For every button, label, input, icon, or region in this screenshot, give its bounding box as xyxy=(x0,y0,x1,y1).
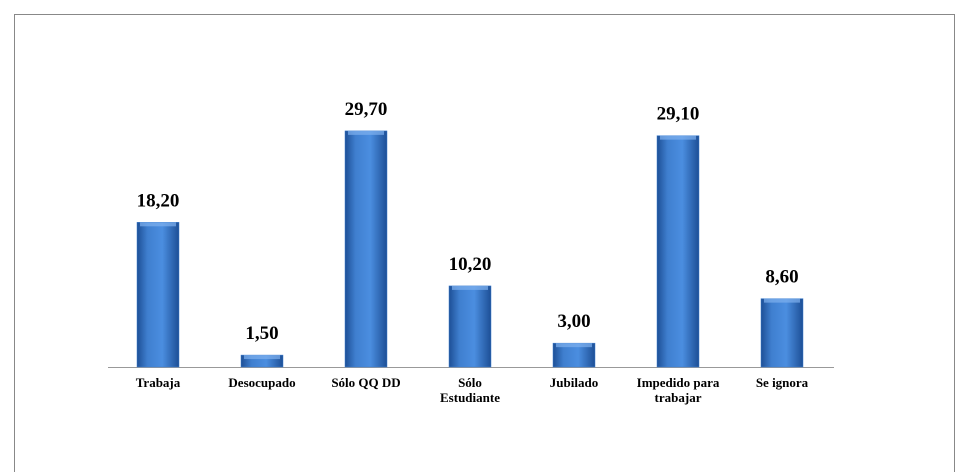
bar-highlight xyxy=(556,343,592,348)
bar-highlight xyxy=(348,130,384,135)
x-tick-label: Se ignora xyxy=(755,375,809,390)
x-tick-label: Jubilado xyxy=(549,375,599,390)
bar xyxy=(344,130,388,368)
bar xyxy=(448,285,492,368)
x-tick-label: Sólo QQ DD xyxy=(331,375,401,390)
x-tick-label: Trabaja xyxy=(135,375,181,390)
bar xyxy=(136,222,180,368)
bar-highlight xyxy=(244,355,280,360)
data-label: 18,20 xyxy=(137,190,180,211)
chart-frame xyxy=(14,14,955,472)
data-label: 1,50 xyxy=(245,323,278,344)
data-label: 10,20 xyxy=(449,254,492,275)
x-tick-label: Impedido para trabajar xyxy=(636,375,720,405)
data-label: 29,70 xyxy=(345,99,388,120)
bar xyxy=(656,135,700,368)
x-tick-label: Sólo Estudiante xyxy=(440,375,500,405)
bar-highlight xyxy=(764,298,800,303)
bar-highlight xyxy=(452,285,488,290)
bar xyxy=(760,298,804,368)
x-tick-label: Desocupado xyxy=(228,375,296,390)
data-label: 29,10 xyxy=(657,104,700,125)
data-label: 8,60 xyxy=(765,267,798,288)
bar-highlight xyxy=(140,222,176,227)
bar-highlight xyxy=(660,135,696,140)
data-label: 3,00 xyxy=(557,311,590,332)
